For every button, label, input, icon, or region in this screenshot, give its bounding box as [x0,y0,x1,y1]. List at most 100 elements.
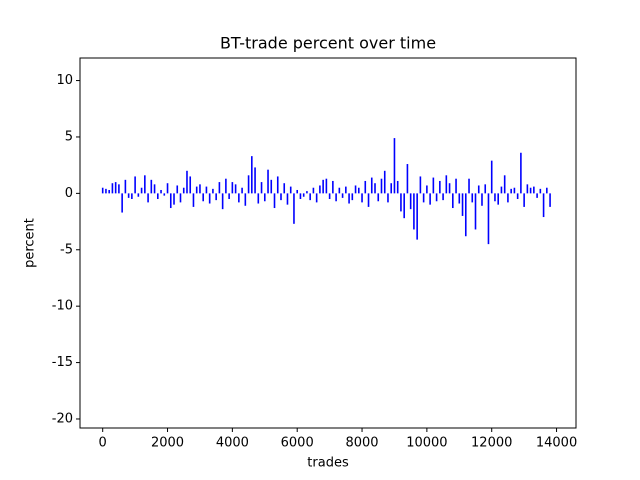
bar [244,193,247,206]
x-axis-label: trades [307,456,349,471]
bar [403,193,405,219]
bar [426,185,428,194]
bar [111,183,114,194]
bar [296,189,299,194]
bar [289,186,292,194]
bar [345,186,347,194]
bar [332,180,334,194]
y-tick-label: 5 [65,129,73,144]
bar [286,193,289,205]
bar [312,187,315,194]
bar [153,184,156,194]
bar [267,169,269,194]
bar [348,193,350,204]
bar [526,184,529,194]
bar [208,193,211,204]
bar [370,177,373,194]
bar [477,185,480,194]
bar [134,176,136,194]
bar [396,180,399,194]
bar [280,193,282,201]
bar [452,193,454,209]
bar [374,183,376,194]
bar [315,193,318,203]
bar [390,183,393,194]
bar [192,193,195,207]
bar [163,193,166,196]
x-tick-label: 12000 [471,436,512,451]
bar [176,185,179,194]
y-tick-label: -5 [60,242,73,257]
bar [413,193,415,230]
bar [351,193,354,201]
bar [416,193,418,240]
bar [484,184,487,194]
bar [283,183,286,194]
bar [221,193,224,210]
bar [108,189,110,194]
bar [406,164,409,194]
bar [137,193,140,197]
bar [468,178,470,194]
bar [471,193,474,203]
bar [487,193,490,245]
x-tick-label: 2000 [151,436,184,451]
bar [121,193,123,213]
bar [325,178,328,194]
bar [529,187,532,194]
bar [510,188,512,194]
bar [455,178,457,194]
bar [458,193,461,204]
y-tick-label: -15 [52,355,73,370]
bar [101,187,104,194]
bar [341,193,344,198]
bar [367,193,370,207]
bar [299,193,302,200]
bar [169,193,172,209]
bar [439,180,441,194]
bar [516,193,519,200]
bar [118,184,120,194]
x-tick-label: 10000 [406,436,447,451]
bar [328,193,331,200]
bar [195,186,198,194]
bar [432,177,435,194]
bar [205,186,208,194]
bar [241,187,243,194]
bar [254,167,256,194]
bar [319,185,321,194]
bar [257,193,260,204]
bar [212,188,214,194]
bar [354,185,357,194]
bar [520,152,522,194]
bar [189,176,192,194]
bar [422,193,425,203]
bar [400,193,402,212]
bar [539,188,542,194]
bar [234,184,237,194]
bar [490,160,493,194]
bar [448,183,451,194]
bar [419,176,422,194]
plot-frame [79,57,577,429]
bar [429,193,431,205]
bar [387,193,389,203]
bar [247,175,250,194]
chart-title: BT-trade percent over time [220,34,436,53]
bar [549,193,551,207]
bar [461,193,464,216]
bar [166,183,169,194]
y-tick-label: 0 [65,186,73,201]
bar [228,193,230,200]
bar [202,193,204,202]
bar [114,182,117,194]
x-tick-label: 6000 [281,436,314,451]
bar [364,180,367,194]
bar [435,193,438,202]
bar [127,193,130,198]
bar [124,179,127,194]
bar [507,193,509,203]
bar [231,182,234,194]
